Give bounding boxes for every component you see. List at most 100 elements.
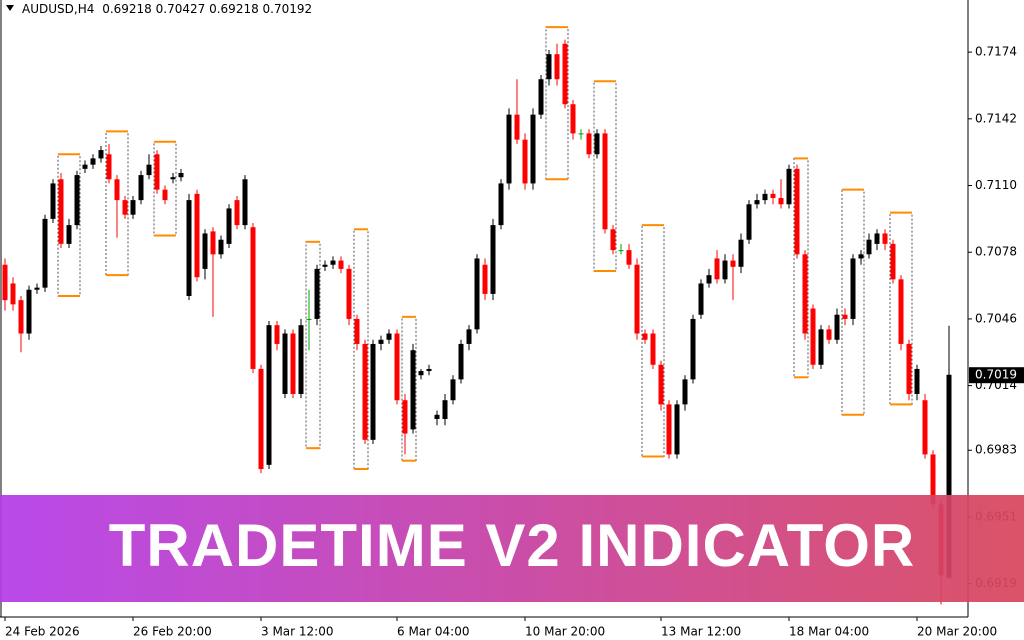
session-box — [841, 189, 865, 416]
candle-body — [898, 279, 904, 344]
candle-body — [738, 239, 744, 267]
ohlc-close: 0.70192 — [263, 2, 313, 16]
candle-body — [754, 200, 760, 205]
candle-body — [730, 260, 736, 267]
candle-body — [42, 218, 48, 288]
ohlc-high: 0.70427 — [156, 2, 206, 16]
candle-body — [786, 168, 792, 205]
candle-body — [682, 379, 688, 405]
candle-body — [722, 260, 728, 280]
candle-body — [842, 314, 848, 319]
candle-body — [418, 371, 424, 376]
current-price-tag — [969, 367, 1024, 384]
candle-body — [18, 300, 24, 334]
candle-body — [906, 343, 912, 394]
session-box — [593, 80, 617, 272]
x-tick-label: 13 Mar 12:00 — [661, 625, 741, 639]
symbol: AUDUSD,H4 — [22, 2, 94, 16]
x-tick-label: 10 Mar 20:00 — [525, 625, 605, 639]
session-box — [57, 153, 81, 297]
candle-body — [58, 179, 64, 244]
candle-body — [890, 243, 896, 280]
candle-body — [610, 229, 616, 251]
candle-body — [186, 200, 192, 296]
candle-body — [122, 200, 128, 215]
candle-body — [538, 79, 544, 115]
candle-body — [354, 318, 360, 344]
candle-body — [850, 258, 856, 319]
candle-body — [322, 264, 328, 267]
candle-body — [90, 158, 96, 165]
candle-body — [162, 189, 168, 201]
candle-body — [466, 329, 472, 344]
y-tick-label: 0.7174 — [975, 45, 1017, 59]
x-tick-label: 3 Mar 12:00 — [261, 625, 334, 639]
ohlc-low: 0.69218 — [209, 2, 259, 16]
candle-body — [946, 374, 952, 578]
candle-body — [402, 400, 408, 434]
candle-body — [482, 264, 488, 294]
candle-body — [714, 258, 720, 280]
candle-body — [234, 200, 240, 226]
candle-body — [298, 325, 304, 394]
candle-body — [642, 333, 648, 340]
candle-body — [522, 139, 528, 184]
candle-body — [514, 114, 520, 140]
candle-body — [10, 283, 16, 305]
plot-area — [2, 26, 952, 605]
banner-text: TRADETIME V2 INDICATOR — [109, 512, 915, 579]
candle-body — [698, 283, 704, 315]
candle-body — [146, 164, 152, 176]
candle-body — [138, 175, 144, 201]
candle-body — [634, 264, 640, 334]
candle-body — [370, 343, 376, 440]
candle-body — [130, 200, 136, 215]
x-tick-label: 20 Mar 20:00 — [917, 625, 997, 639]
candle-body — [618, 250, 624, 252]
candle-body — [202, 233, 208, 269]
header-text: AUDUSD,H4 0.69218 0.70427 0.69218 0.7019… — [22, 2, 312, 16]
candle-body — [282, 333, 288, 394]
candle-body — [458, 343, 464, 380]
candle-body — [562, 43, 568, 105]
y-tick-label: 0.7078 — [975, 245, 1017, 259]
y-tick-label: 0.6983 — [975, 443, 1017, 457]
candle-body — [306, 318, 312, 320]
candle-body — [594, 133, 600, 155]
candle-body — [778, 198, 784, 205]
candle-body — [258, 368, 264, 470]
candle-body — [346, 268, 352, 319]
candle-body — [378, 339, 384, 344]
candle-body — [882, 233, 888, 244]
candle-body — [626, 250, 632, 265]
candle-body — [450, 379, 456, 401]
candle-body — [274, 325, 280, 344]
y-tick-label: 0.7142 — [975, 111, 1017, 125]
candle-body — [210, 231, 216, 255]
candle-body — [930, 454, 936, 505]
y-tick-label: 0.7110 — [975, 178, 1017, 192]
candle-body — [570, 104, 576, 134]
candle-body — [874, 233, 880, 244]
candle-body — [810, 308, 816, 365]
candle-body — [26, 289, 32, 334]
header: AUDUSD,H4 0.69218 0.70427 0.69218 0.7019… — [6, 2, 312, 16]
header-arrow — [6, 5, 14, 11]
candle-body — [314, 268, 320, 319]
ohlc-open: 0.69218 — [102, 2, 152, 16]
session-box — [793, 157, 809, 378]
candle-body — [66, 225, 72, 244]
candle-body — [546, 54, 552, 80]
candle-body — [802, 254, 808, 334]
candle-body — [746, 204, 752, 240]
candle-body — [674, 404, 680, 455]
x-tick-label: 26 Feb 20:00 — [133, 625, 212, 639]
candle-body — [826, 329, 832, 340]
x-tick-label: 24 Feb 2026 — [5, 625, 80, 639]
candle-body — [858, 254, 864, 259]
candle-body — [330, 260, 336, 265]
banner: TRADETIME V2 INDICATOR — [0, 495, 1024, 602]
banner-background — [0, 495, 1024, 602]
candle-body — [658, 364, 664, 405]
